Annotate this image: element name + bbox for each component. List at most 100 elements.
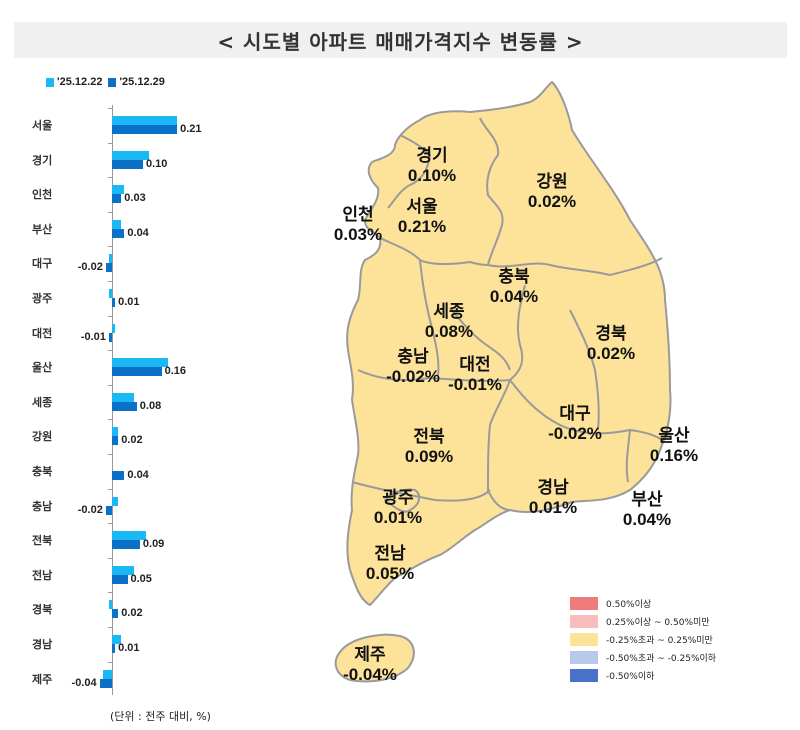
bar-week2 [105,263,112,273]
category-label: 대전 [32,326,53,340]
bar-week1 [112,358,168,368]
axis-tick [108,488,112,490]
chart-row: 대구 -0.02 [0,246,300,280]
bar-week2 [112,367,162,377]
value-label: 0.10 [146,157,168,170]
region-name: 세종 [433,302,465,321]
region-value: 0.04% [622,510,672,529]
value-label: 0.09 [142,538,165,551]
category-label: 전북 [32,534,53,548]
chart-row: 대전 -0.01 [0,316,300,350]
region-value: 0.16% [649,446,699,465]
axis-tick [108,557,112,559]
axis-tick [108,627,112,628]
region-name: 서울 [406,197,438,216]
category-label: 세종 [32,395,53,409]
title-band: < 시도별 아파트 매매가격지수 변동률 > [14,22,787,58]
region-value: 0.09% [404,447,454,466]
region-value: 0.21% [397,217,447,236]
region-label: 충남 -0.02% [386,347,440,387]
category-label: 인천 [32,188,53,202]
axis-tick [108,177,112,179]
region-value: 0.05% [365,564,415,583]
bar-week1 [108,600,112,610]
region-value: 0.02% [586,344,636,363]
chart-row: 경북 0.02 [0,592,300,626]
bar-week2 [112,574,128,584]
region-label: 전북 0.09% [405,427,453,467]
bar-chart: 서울 0.21 경기 0.10 인천 0.03 부산 0.04 대구 -0.02 광주 0.01 대전 -… [0,100,300,700]
region-name: 인천 [342,205,374,224]
region-label: 경기 0.10% [408,146,456,186]
chart-row: 광주 0.01 [0,281,300,315]
axis-tick [108,350,112,352]
bar-week2 [108,332,112,342]
category-label: 대구 [32,257,53,271]
region-label: 대전 -0.01% [448,355,502,395]
value-label: 0.21 [180,123,202,135]
region-name: 울산 [658,426,690,445]
bar-week2 [112,471,125,480]
value-label: 0.01 [118,296,140,308]
map-legend-swatch [570,668,598,682]
category-label: 울산 [32,361,53,375]
chart-row: 제주 -0.04 [0,662,300,696]
region-value: 0.01% [373,508,423,527]
axis-tick [108,246,112,248]
region-name: 충북 [498,267,530,286]
bar-week2 [112,228,125,238]
bar-week2 [112,436,119,446]
region-label: 광주 0.01% [374,488,422,528]
map-legend-label: -0.50%초과 ~ -0.25%이하 [606,653,717,664]
region-name: 부산 [631,490,663,509]
category-label: 광주 [32,292,53,305]
chart-row: 인천 0.03 [0,177,300,211]
value-label: -0.02 [77,503,103,516]
bar-week2 [112,401,137,411]
bar-week2 [112,298,116,307]
bar-week1 [112,427,119,437]
legend-label-week1: '25.12.22 [57,76,103,88]
value-label: 0.04 [127,469,149,481]
region-value: 0.02% [527,192,577,211]
value-label: 0.04 [127,226,149,239]
category-label: 충북 [32,465,53,478]
bar-week1 [112,565,134,575]
region-value: -0.04% [343,665,397,684]
bar-week1 [112,392,134,402]
category-label: 부산 [32,222,53,236]
chart-row: 강원 0.02 [0,419,300,453]
page-title: < 시도별 아파트 매매가격지수 변동률 > [217,29,584,54]
legend-label-week2: '25.12.29 [119,76,165,88]
region-name: 전북 [413,427,445,446]
category-label: 경기 [32,153,53,167]
axis-tick [108,211,112,213]
axis-tick [108,108,112,109]
category-label: 강원 [32,430,53,444]
map-legend-label: 0.50%이상 [606,599,652,610]
map-legend-swatch [570,632,598,646]
axis-tick [108,592,112,594]
chart-row: 울산 0.16 [0,350,300,384]
map-legend-label: -0.25%초과 ~ 0.25%미만 [606,635,713,646]
legend-swatch-week1 [46,77,54,87]
bar-week1 [108,289,112,298]
region-name: 광주 [382,488,414,507]
bar-week1 [108,254,112,264]
korea-map: 경기 0.10% 강원 0.02% 인천 0.03% 서울 0.21% 충북 0.04% 세종 0.0… [310,70,710,710]
bar-week2 [112,194,122,204]
region-name: 대구 [559,404,591,423]
region-name: 경북 [595,324,627,343]
region-label: 충북 0.04% [490,267,538,307]
axis-tick [108,281,112,282]
chart-row: 부산 0.04 [0,212,300,246]
value-label: -0.02 [77,261,103,274]
map-legend-swatch [570,614,598,628]
map-legend-swatch [570,596,598,610]
value-label: 0.02 [121,607,143,620]
map-legend-item: -0.25%초과 ~ 0.25%미만 [570,630,716,648]
bar-week2 [112,159,143,169]
region-value: -0.02% [386,367,440,386]
category-label: 경북 [32,603,53,617]
map-legend-label: 0.25%이상 ~ 0.50%미만 [606,617,710,628]
